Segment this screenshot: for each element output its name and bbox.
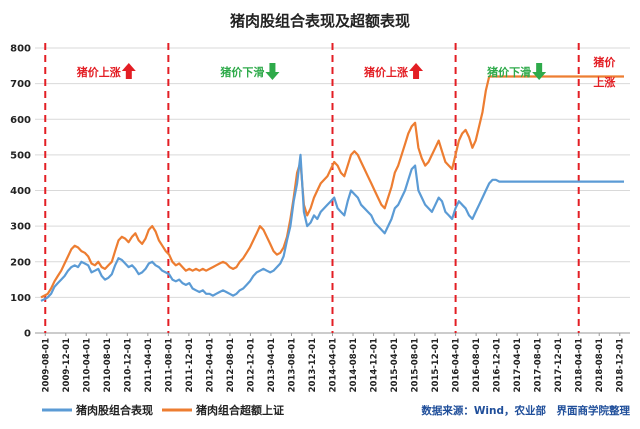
x-tick-label-3: 2010-08-01 — [103, 338, 113, 392]
x-tick-label-12: 2013-08-01 — [287, 338, 297, 392]
x-tick-label-0: 2009-08-01 — [41, 338, 51, 392]
x-tick-label-1: 2009-12-01 — [62, 338, 72, 392]
phase-label-2: 猪价上涨 — [363, 65, 408, 79]
series-line-1 — [40, 75, 624, 299]
x-tick-label-24: 2017-08-01 — [534, 338, 544, 392]
x-tick-label-13: 2013-12-01 — [308, 338, 318, 392]
y-tick-label-7: 700 — [10, 79, 31, 90]
legend: 猪肉股组合表现 猪肉组合超额上证 — [42, 403, 284, 417]
y-tick-label-0: 0 — [24, 329, 31, 340]
phase-dividers — [44, 43, 580, 333]
y-tick-label-5: 500 — [10, 150, 31, 161]
x-tick-label-23: 2017-04-01 — [513, 338, 523, 392]
phase-label-0: 猪价上涨 — [76, 65, 121, 79]
arrow-up-icon-0 — [121, 63, 136, 79]
phase-label-1: 猪价下滑 — [219, 65, 264, 79]
legend-label-0: 猪肉股组合表现 — [75, 403, 153, 417]
x-tick-label-15: 2014-08-01 — [349, 338, 359, 392]
x-tick-label-26: 2018-04-01 — [575, 338, 585, 392]
y-axis-ticks: 0 100 200 300 400 500 600 700 800 — [10, 44, 31, 340]
y-tick-label-4: 400 — [10, 186, 31, 197]
legend-label-1: 猪肉组合超额上证 — [195, 403, 284, 417]
x-axis-ticks: 2009-08-01 2009-12-01 2010-04-01 2010-08-01… — [41, 333, 626, 392]
series-lines — [40, 75, 624, 302]
phase-annotation-2: 猪价上涨 — [363, 63, 424, 79]
x-tick-label-7: 2011-12-01 — [185, 338, 195, 392]
y-tick-label-1: 100 — [10, 293, 31, 304]
x-tick-label-8: 2012-04-01 — [205, 338, 215, 392]
x-tick-label-5: 2011-04-01 — [144, 338, 154, 392]
source-note: 数据来源：Wind，农业部 界面商学院整理 — [420, 404, 630, 417]
x-tick-label-28: 2018-12-01 — [616, 338, 626, 392]
arrow-down-icon-3 — [532, 63, 547, 80]
y-tick-label-8: 800 — [10, 44, 31, 55]
series-line-0 — [40, 153, 624, 302]
phase-annotation-0: 猪价上涨 — [76, 63, 136, 79]
chart-title: 猪肉股组合表现及超额表现 — [229, 12, 410, 30]
phase-label-4: 猪价 — [592, 55, 616, 69]
arrow-up-icon-2 — [409, 63, 424, 79]
phase-annotation-3: 猪价下滑 — [486, 63, 547, 80]
x-tick-label-14: 2014-04-01 — [329, 338, 339, 392]
x-tick-label-16: 2014-12-01 — [370, 338, 380, 392]
phase-annotation-4: 猪价上涨 — [592, 55, 616, 89]
phase-label-3: 猪价下滑 — [486, 65, 531, 79]
x-tick-label-18: 2015-08-01 — [411, 338, 421, 392]
y-tick-label-2: 200 — [10, 257, 31, 268]
x-tick-label-2: 2010-04-01 — [82, 338, 92, 392]
x-tick-label-10: 2012-12-01 — [246, 338, 256, 392]
x-tick-label-27: 2018-08-01 — [595, 338, 605, 392]
x-tick-label-4: 2010-12-01 — [123, 338, 133, 392]
phase-annotation-1: 猪价下滑 — [219, 63, 280, 80]
phase-label-4-line2: 上涨 — [593, 75, 615, 89]
x-tick-label-17: 2015-04-01 — [390, 338, 400, 392]
x-tick-label-20: 2016-04-01 — [452, 338, 462, 392]
y-tick-label-3: 300 — [10, 222, 31, 233]
x-tick-label-9: 2012-08-01 — [226, 338, 236, 392]
x-tick-label-21: 2016-08-01 — [472, 338, 482, 392]
x-tick-label-6: 2011-08-01 — [164, 338, 174, 392]
x-tick-label-22: 2016-12-01 — [493, 338, 503, 392]
x-tick-label-25: 2017-12-01 — [554, 338, 564, 392]
x-tick-label-11: 2013-04-01 — [267, 338, 277, 392]
y-tick-label-6: 600 — [10, 115, 31, 126]
arrow-down-icon-1 — [265, 63, 280, 80]
x-tick-label-19: 2015-12-01 — [431, 338, 441, 392]
